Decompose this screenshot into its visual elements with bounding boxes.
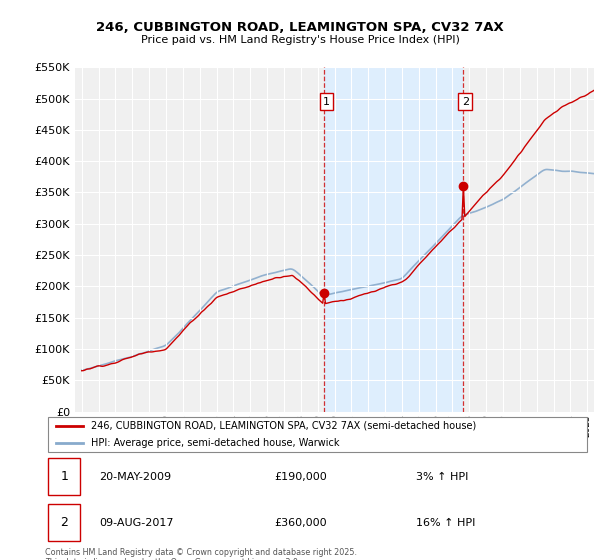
FancyBboxPatch shape (48, 505, 80, 542)
Text: 2: 2 (461, 97, 469, 106)
Text: £360,000: £360,000 (274, 518, 327, 528)
Text: 246, CUBBINGTON ROAD, LEAMINGTON SPA, CV32 7AX (semi-detached house): 246, CUBBINGTON ROAD, LEAMINGTON SPA, CV… (91, 421, 476, 431)
Text: 246, CUBBINGTON ROAD, LEAMINGTON SPA, CV32 7AX: 246, CUBBINGTON ROAD, LEAMINGTON SPA, CV… (96, 21, 504, 34)
Text: £190,000: £190,000 (274, 472, 327, 482)
Text: Price paid vs. HM Land Registry's House Price Index (HPI): Price paid vs. HM Land Registry's House … (140, 35, 460, 45)
Text: 16% ↑ HPI: 16% ↑ HPI (416, 518, 476, 528)
FancyBboxPatch shape (48, 417, 587, 452)
Bar (324, 67, 463, 412)
Text: 09-AUG-2017: 09-AUG-2017 (100, 518, 174, 528)
Text: 1: 1 (323, 97, 330, 106)
FancyBboxPatch shape (48, 458, 80, 495)
Text: HPI: Average price, semi-detached house, Warwick: HPI: Average price, semi-detached house,… (91, 438, 340, 449)
Text: 3% ↑ HPI: 3% ↑ HPI (416, 472, 469, 482)
Text: 2: 2 (60, 516, 68, 529)
Text: Contains HM Land Registry data © Crown copyright and database right 2025.
This d: Contains HM Land Registry data © Crown c… (45, 548, 357, 560)
Text: 20-MAY-2009: 20-MAY-2009 (100, 472, 172, 482)
Text: 1: 1 (60, 470, 68, 483)
